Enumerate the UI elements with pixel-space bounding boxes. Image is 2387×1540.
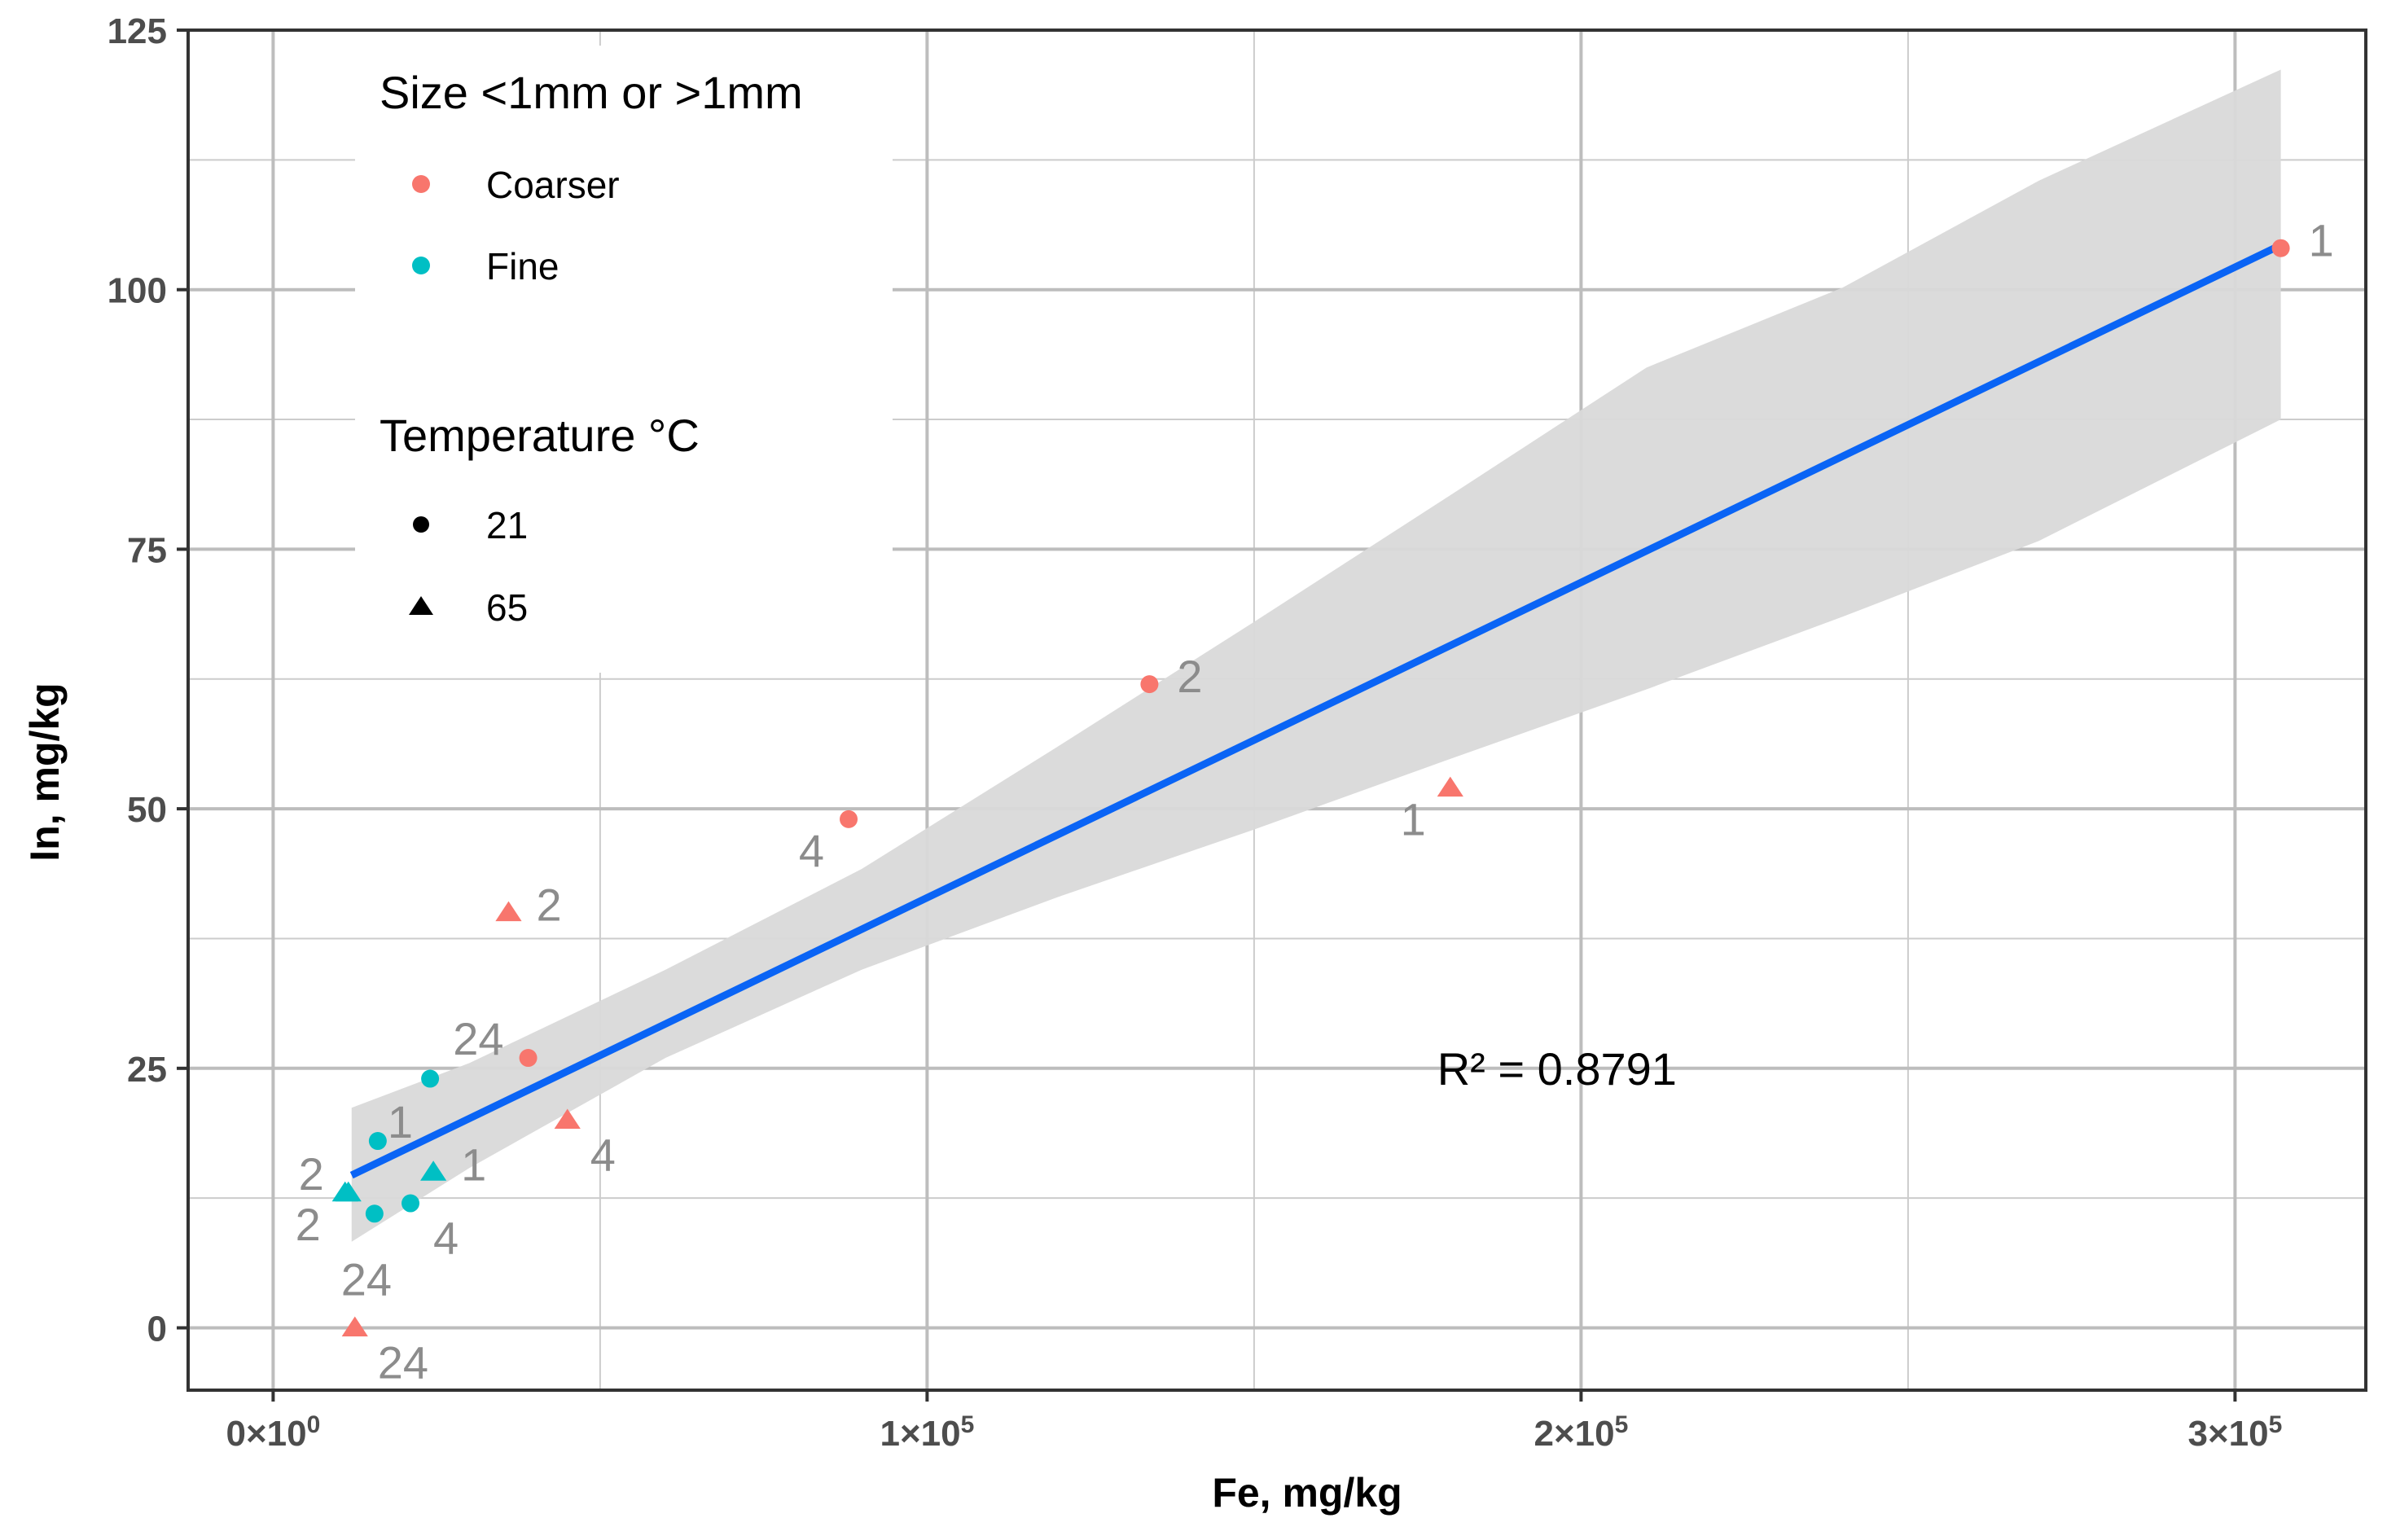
data-point-circle [2271, 239, 2290, 257]
data-point-triangle [420, 1160, 447, 1181]
point-label: 4 [590, 1130, 616, 1181]
point-label: 2 [536, 880, 561, 931]
plot-border [186, 29, 2367, 1392]
x-tick-label: 3×105 [2188, 1411, 2283, 1454]
data-point-circle [519, 1049, 538, 1068]
data-point-triangle [1437, 776, 1463, 797]
y-tick-label: 125 [108, 11, 167, 51]
legend-label: 21 [486, 504, 528, 546]
point-label: 2 [1177, 651, 1202, 702]
data-point-triangle [554, 1108, 581, 1130]
regression-line [349, 241, 2283, 1179]
point-label: 2 [299, 1148, 324, 1200]
axes: 0 25 50 75 100 125 0×100 1×105 2×105 3×105 [108, 11, 2367, 1454]
confidence-band [351, 69, 2281, 1242]
legend: Size <1mm or >1mm Temperature °C Coarser… [355, 46, 893, 673]
x-tick-label: 0×100 [226, 1411, 320, 1454]
point-label: 1 [388, 1096, 413, 1147]
x-axis-title: Fe, mg/kg [1212, 1470, 1402, 1516]
data-point-circle [1140, 675, 1159, 694]
point-label: 1 [2309, 215, 2334, 266]
legend-key-triangle [409, 596, 433, 615]
legend-key-coarser [412, 175, 430, 193]
legend-key-circle [413, 516, 429, 533]
legend-label: Coarser [486, 164, 620, 206]
x-tick-label: 1×105 [880, 1411, 974, 1454]
data-point-triangle [495, 901, 522, 922]
point-label: 1 [461, 1139, 486, 1190]
r-squared-annotation: R² = 0.8791 [1437, 1043, 1677, 1095]
legend-key-fine [412, 257, 430, 274]
y-tick-label: 0 [147, 1310, 167, 1349]
legend-background [355, 46, 893, 673]
point-label: 24 [378, 1337, 428, 1389]
y-axis-title: In, mg/kg [22, 682, 68, 861]
confidence-band-area [351, 69, 2281, 1242]
y-tick-label: 25 [127, 1050, 167, 1090]
point-label: 1 [1401, 794, 1426, 845]
data-point-circle [421, 1069, 440, 1088]
data-point-circle [368, 1132, 387, 1151]
y-tick-label: 100 [108, 271, 167, 311]
point-label: 4 [799, 825, 824, 876]
point-label: 24 [453, 1013, 503, 1064]
legend-shape-title: Temperature °C [380, 410, 700, 461]
point-label: 4 [433, 1213, 459, 1264]
point-label: 24 [341, 1253, 392, 1305]
data-point-circle [365, 1204, 384, 1223]
data-point-triangle [331, 1181, 358, 1202]
data-point-circle [401, 1194, 420, 1213]
data-point-triangle [341, 1316, 368, 1337]
legend-color-title: Size <1mm or >1mm [380, 67, 803, 118]
data-points [331, 239, 2290, 1337]
data-point-circle [840, 809, 858, 828]
x-tick-label: 2×105 [1534, 1411, 1628, 1454]
point-label: 2 [296, 1199, 321, 1250]
legend-label: 65 [486, 586, 528, 629]
legend-label: Fine [486, 245, 559, 287]
fit-line [349, 241, 2283, 1179]
y-tick-label: 50 [127, 790, 167, 830]
y-tick-label: 75 [127, 530, 167, 570]
